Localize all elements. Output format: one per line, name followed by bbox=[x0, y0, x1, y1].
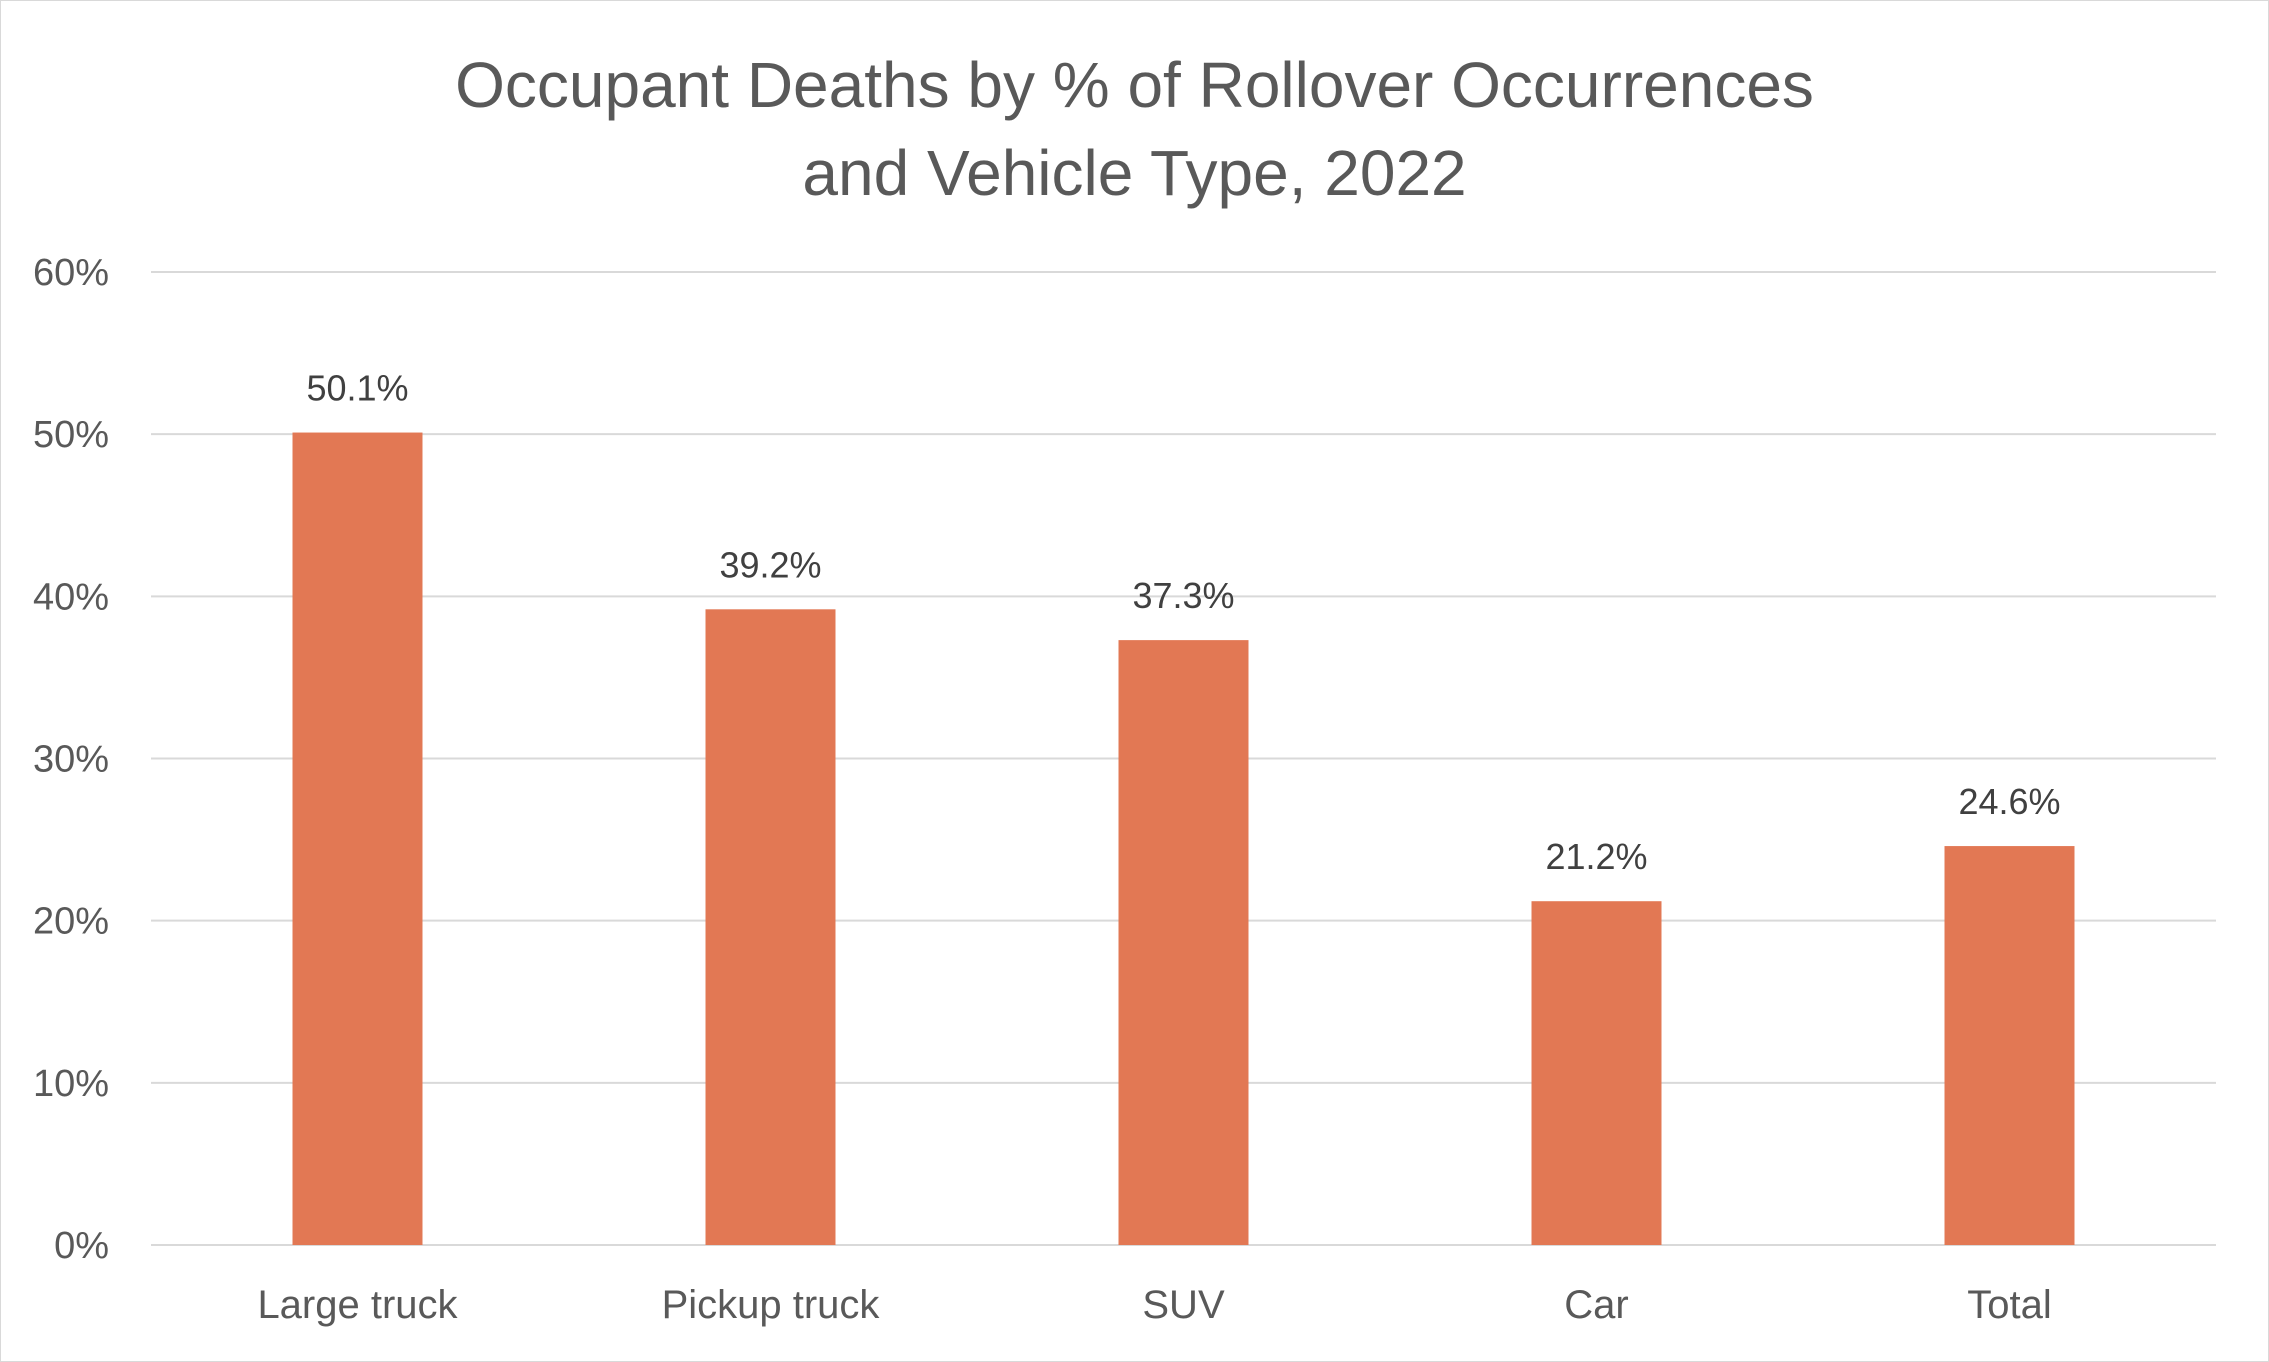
chart-title-line-1: Occupant Deaths by % of Rollover Occurre… bbox=[455, 49, 1814, 121]
bar-car bbox=[1531, 901, 1662, 1245]
bar-total bbox=[1944, 846, 2075, 1245]
bar-pickup-truck bbox=[705, 609, 836, 1245]
data-label-car: 21.2% bbox=[1545, 836, 1647, 877]
category-label-suv: SUV bbox=[1142, 1283, 1225, 1327]
chart-title-line-2: and Vehicle Type, 2022 bbox=[802, 137, 1467, 209]
category-label-pickup-truck: Pickup truck bbox=[662, 1283, 881, 1327]
y-tick-label-20: 20% bbox=[33, 901, 109, 943]
bar-suv bbox=[1118, 640, 1249, 1245]
data-labels: 50.1% 39.2% 37.3% 21.2% 24.6% bbox=[306, 368, 2060, 878]
y-tick-label-0: 0% bbox=[54, 1225, 109, 1267]
y-tick-label-50: 50% bbox=[33, 414, 109, 456]
bars bbox=[292, 432, 2075, 1245]
chart-title: Occupant Deaths by % of Rollover Occurre… bbox=[1, 41, 2268, 217]
category-label-large-truck: Large truck bbox=[257, 1283, 458, 1327]
y-axis-tick-labels: 0% 10% 20% 30% 40% 50% 60% bbox=[33, 252, 109, 1267]
data-label-total: 24.6% bbox=[1958, 781, 2060, 822]
data-label-suv: 37.3% bbox=[1132, 575, 1234, 616]
category-label-total: Total bbox=[1967, 1283, 2052, 1327]
y-tick-label-40: 40% bbox=[33, 576, 109, 618]
bar-large-truck bbox=[292, 432, 423, 1245]
y-tick-label-60: 60% bbox=[33, 252, 109, 294]
data-label-large-truck: 50.1% bbox=[306, 368, 408, 409]
category-label-car: Car bbox=[1564, 1283, 1628, 1327]
x-axis-category-labels: Large truck Pickup truck SUV Car Total bbox=[257, 1283, 2051, 1327]
data-label-pickup-truck: 39.2% bbox=[719, 544, 821, 585]
y-tick-label-10: 10% bbox=[33, 1063, 109, 1105]
y-tick-label-30: 30% bbox=[33, 739, 109, 781]
